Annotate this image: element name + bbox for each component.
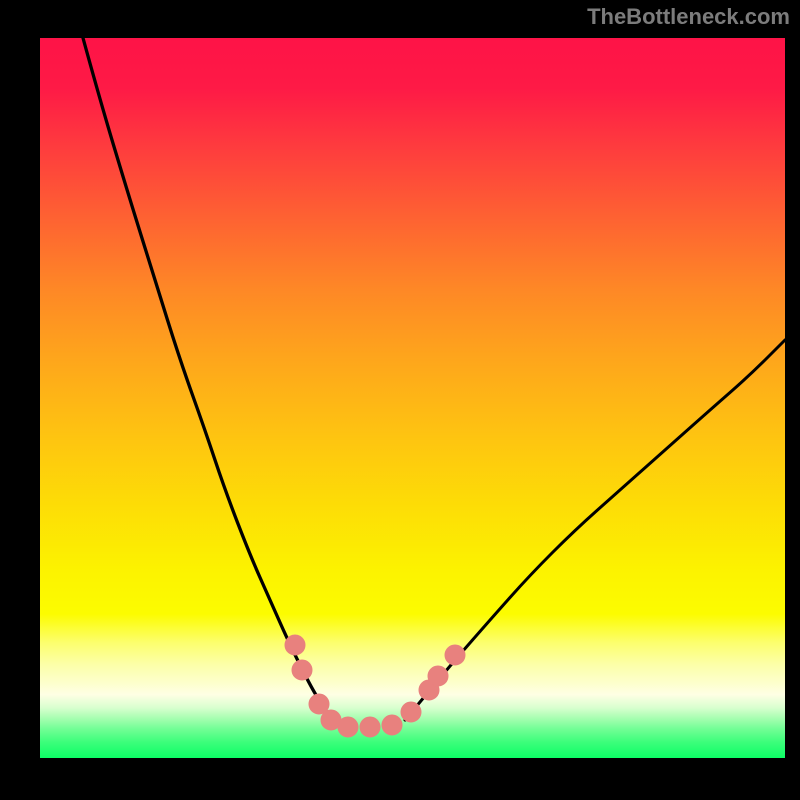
valley-marker — [428, 666, 448, 686]
valley-marker — [401, 702, 421, 722]
plot-area — [40, 38, 785, 758]
valley-marker — [360, 717, 380, 737]
valley-marker — [338, 717, 358, 737]
valley-marker — [445, 645, 465, 665]
valley-marker — [292, 660, 312, 680]
bottleneck-v-chart — [0, 0, 800, 800]
chart-canvas: TheBottleneck.com — [0, 0, 800, 800]
valley-marker — [382, 715, 402, 735]
valley-marker — [285, 635, 305, 655]
